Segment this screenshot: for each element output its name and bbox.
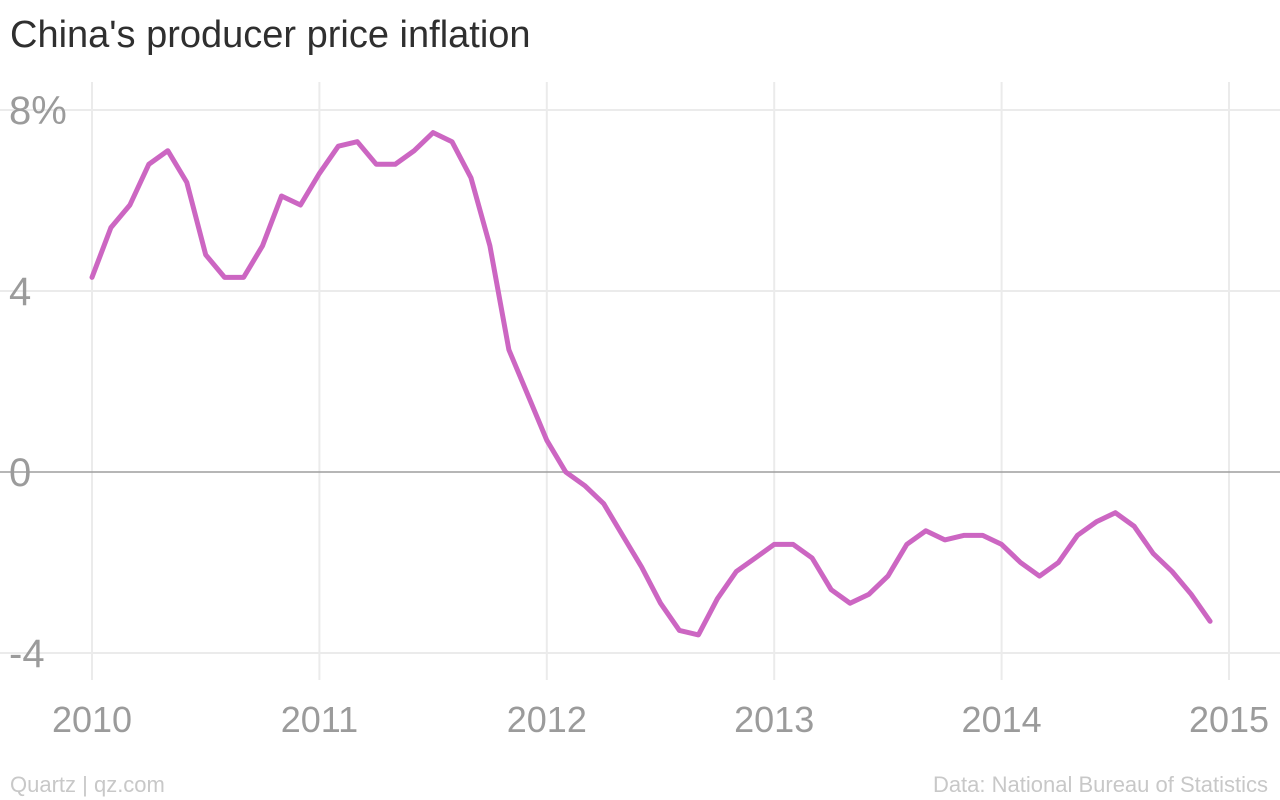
y-tick-label: 0 <box>9 451 31 495</box>
x-axis-ticks: 2010 2011 2012 2013 2014 2015 <box>52 699 1269 740</box>
y-tick-label: 8% <box>9 89 67 133</box>
series-line <box>89 130 1213 638</box>
x-tick-label: 2010 <box>52 699 132 740</box>
x-tick-label: 2014 <box>962 699 1042 740</box>
x-tick-label: 2012 <box>507 699 587 740</box>
series-layer <box>89 130 1213 638</box>
y-tick-label: -4 <box>9 632 45 676</box>
y-tick-label: 4 <box>9 270 31 314</box>
credit-text: Quartz | qz.com <box>10 772 165 797</box>
x-tick-label: 2015 <box>1189 699 1269 740</box>
x-tick-label: 2011 <box>281 699 358 740</box>
gridlines <box>0 82 1280 680</box>
source-text: Data: National Bureau of Statistics <box>932 772 1268 797</box>
x-tick-label: 2013 <box>734 699 814 740</box>
y-axis-ticks: 8% 4 0 -4 <box>9 89 67 676</box>
chart-title: China's producer price inflation <box>10 14 531 56</box>
